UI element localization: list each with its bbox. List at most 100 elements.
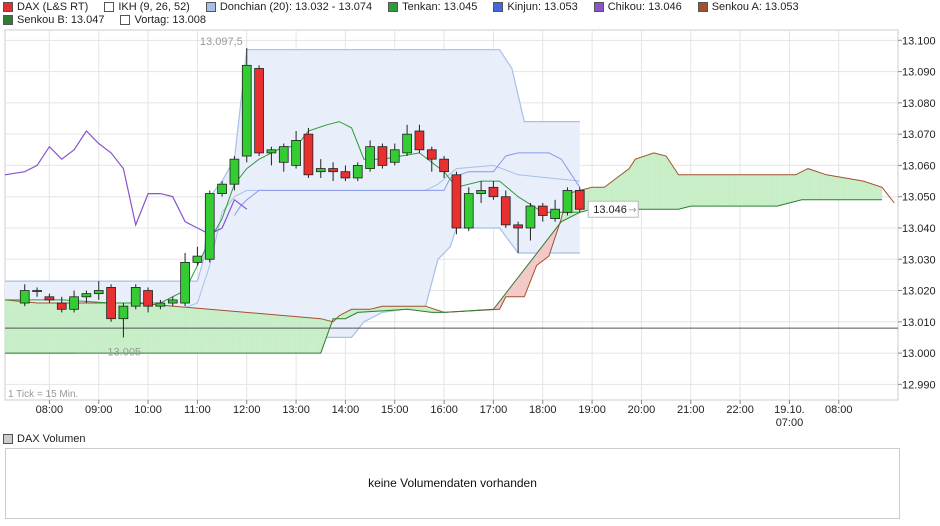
- ichimoku-cloud: [705, 174, 707, 207]
- ichimoku-cloud: [709, 174, 711, 207]
- ichimoku-cloud: [213, 309, 215, 354]
- ichimoku-cloud: [546, 238, 548, 259]
- ichimoku-cloud: [752, 174, 754, 207]
- ichimoku-cloud: [816, 171, 818, 200]
- high-label: 13.097,5: [200, 36, 243, 48]
- ichimoku-cloud: [682, 174, 684, 209]
- ichimoku-cloud: [545, 240, 547, 260]
- candle-body: [180, 261, 190, 304]
- candle-body: [426, 149, 437, 160]
- candle-body: [303, 133, 314, 176]
- ichimoku-cloud: [678, 174, 680, 210]
- y-tick-label: 13.070: [902, 129, 936, 141]
- ichimoku-cloud: [182, 306, 185, 354]
- x-tick-label: 19:00: [578, 404, 606, 416]
- ichimoku-cloud: [767, 174, 769, 207]
- ichimoku-cloud: [194, 307, 197, 354]
- ichimoku-cloud: [651, 153, 653, 210]
- ichimoku-cloud: [12, 300, 14, 354]
- ichimoku-cloud: [244, 312, 246, 354]
- ichimoku-cloud: [25, 301, 28, 354]
- ichimoku-cloud: [392, 306, 394, 311]
- ichimoku-cloud: [830, 175, 832, 200]
- ichimoku-cloud: [818, 172, 821, 200]
- ichimoku-cloud: [702, 174, 705, 207]
- volume-empty-message: keine Volumendaten vorhanden: [368, 476, 537, 490]
- ichimoku-cloud: [262, 313, 265, 354]
- ichimoku-cloud: [765, 174, 768, 207]
- ichimoku-cloud: [162, 305, 165, 354]
- ichimoku-cloud: [874, 184, 876, 200]
- ichimoku-cloud: [315, 318, 318, 354]
- ichimoku-cloud: [540, 246, 542, 264]
- ichimoku-cloud: [23, 301, 25, 354]
- ichimoku-cloud: [199, 308, 202, 354]
- legend-label: IKH (9, 26, 52): [118, 0, 190, 13]
- last-price-box: [587, 200, 639, 218]
- ichimoku-cloud: [839, 176, 842, 200]
- ichimoku-cloud: [260, 313, 262, 354]
- ichimoku-cloud: [256, 313, 259, 354]
- ichimoku-cloud: [253, 312, 256, 354]
- ichimoku-cloud: [205, 308, 208, 354]
- ichimoku-cloud: [751, 174, 753, 207]
- y-tick-label: 13.060: [902, 160, 936, 172]
- ichimoku-cloud: [421, 306, 424, 312]
- ichimoku-cloud: [183, 306, 186, 354]
- ichimoku-cloud: [203, 308, 205, 354]
- ichimoku-cloud: [643, 155, 646, 210]
- ichimoku-cloud: [738, 174, 741, 207]
- ichimoku-cloud: [731, 174, 733, 207]
- ichimoku-cloud: [265, 313, 267, 354]
- ichimoku-cloud: [289, 315, 292, 354]
- ichimoku-cloud: [759, 174, 762, 207]
- ichimoku-cloud: [871, 183, 874, 200]
- donchian-upper-line: [5, 49, 580, 282]
- ichimoku-cloud: [836, 176, 838, 200]
- ichimoku-cloud: [160, 304, 162, 354]
- y-tick-label: 13.000: [902, 348, 936, 360]
- ichimoku-cloud: [821, 172, 823, 200]
- ichimoku-cloud: [294, 316, 297, 354]
- ichimoku-cloud: [22, 301, 24, 354]
- ichimoku-cloud: [641, 156, 643, 210]
- candle-body: [291, 140, 301, 166]
- ichimoku-cloud: [788, 174, 790, 204]
- y-tick-label: 12.990: [902, 379, 936, 391]
- candle-body: [525, 205, 536, 229]
- ichimoku-cloud: [768, 174, 770, 207]
- candle-body: [241, 64, 252, 157]
- ichimoku-cloud: [654, 153, 657, 210]
- ichimoku-cloud: [876, 185, 879, 200]
- legend-label: Senkou B: 13.047: [17, 13, 105, 26]
- kijun-line: [233, 152, 581, 216]
- ichimoku-cloud: [822, 173, 825, 200]
- candle-body: [130, 287, 141, 307]
- ichimoku-cloud: [297, 316, 299, 354]
- ichimoku-cloud: [9, 300, 12, 354]
- ichimoku-cloud: [277, 314, 279, 354]
- ichimoku-cloud: [420, 306, 423, 312]
- legend-swatch: [104, 1, 115, 12]
- ichimoku-cloud: [847, 178, 849, 200]
- candle-body: [352, 165, 363, 179]
- y-tick-label: 13.030: [902, 254, 936, 266]
- ichimoku-cloud: [302, 316, 304, 354]
- x-tick-label: 21:00: [677, 404, 705, 416]
- ichimoku-cloud: [730, 174, 732, 207]
- ichimoku-cloud: [774, 174, 777, 207]
- ichimoku-cloud: [226, 310, 229, 354]
- ichimoku-cloud: [701, 174, 704, 207]
- ichimoku-cloud: [186, 307, 188, 354]
- ichimoku-cloud: [524, 267, 526, 297]
- ichimoku-cloud: [747, 174, 749, 207]
- legend-label: Senkou A: 13.053: [711, 0, 799, 13]
- ichimoku-cloud: [685, 174, 688, 208]
- ichimoku-cloud: [538, 248, 541, 264]
- ichimoku-cloud: [542, 243, 545, 262]
- candle-body: [574, 190, 585, 210]
- ichimoku-cloud: [710, 174, 712, 207]
- ichimoku-cloud: [152, 304, 155, 354]
- candle-body: [229, 158, 240, 185]
- ichimoku-cloud: [7, 299, 9, 354]
